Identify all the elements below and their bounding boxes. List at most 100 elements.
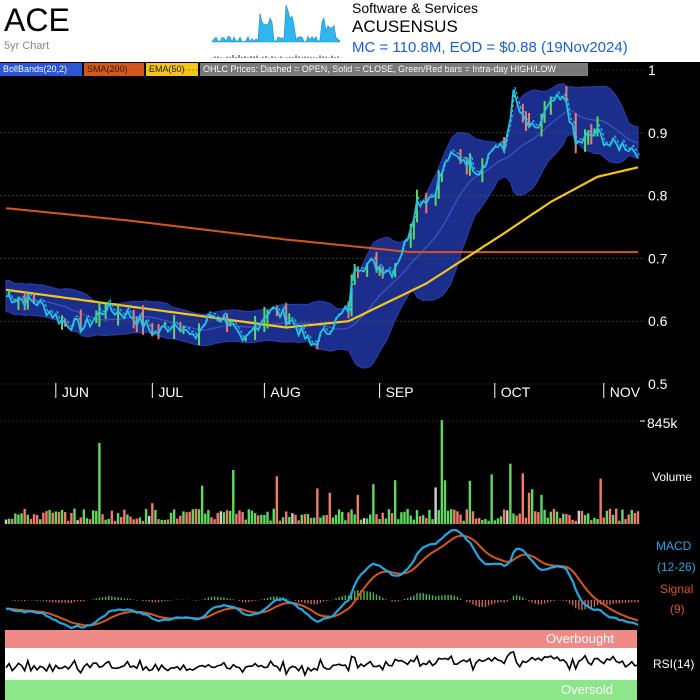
bollinger-bands [5,82,639,369]
volume-bar [334,514,338,524]
volume-bar [481,519,484,524]
volume-bar [104,519,107,524]
volume-bar [23,508,26,524]
volume-bar [415,509,419,524]
volume-bar [247,509,251,524]
volume-bar [188,511,191,524]
volume-bar [309,517,313,524]
volume-bar [580,510,584,524]
volume-bar [465,509,468,524]
volume-bar [362,518,366,524]
volume-bar [496,518,500,524]
volume-bar [42,512,45,524]
volume-bar [372,484,375,524]
volume-bar [154,509,157,524]
volume-bar [434,487,437,524]
price-tick-label: 0.5 [648,376,668,392]
month-tick-label: AUG [270,384,300,400]
oversold-zone [5,680,637,700]
volume-bar [256,515,260,524]
volume-bar [91,510,95,524]
volume-bar [425,518,428,524]
volume-bar [537,512,540,524]
sma200-line [5,207,638,254]
volume-bar [568,515,571,524]
volume-bar [197,509,201,524]
volume-bar [577,510,581,524]
volume-bar [341,512,344,524]
volume-bar [281,517,285,524]
volume-bar [306,514,310,524]
volume-bar [176,518,179,524]
volume-bar [624,519,627,524]
volume-bar [337,509,341,524]
volume-bar [515,515,518,524]
volume-bar [179,515,182,524]
volume-bar [574,520,577,524]
volume-bar [590,520,593,524]
volume-bar [331,517,335,524]
volume-bar [384,518,388,524]
volume-bar [225,510,229,524]
volume-bar [182,511,185,524]
volume-bar [63,512,67,524]
volume-bar [393,480,397,524]
volume-bar [26,514,29,524]
volume-bar [549,511,553,524]
volume-bar [409,515,412,524]
volume-bar [478,517,481,524]
volume-bar [596,518,599,524]
volume-bar [322,515,325,524]
volume-bar [534,511,537,524]
volume-bar [151,503,154,524]
volume-bar [571,519,574,524]
volume-bar [200,485,204,524]
macd-line [6,528,639,630]
volume-max-label: 845k [647,415,678,431]
volume-bar [474,518,478,524]
volume-bar [615,508,618,524]
volume-bar [325,514,328,524]
volume-bar [45,511,48,524]
volume-bar [319,517,322,524]
volume-bar [222,512,226,524]
volume-bar [284,511,288,524]
volume-bar [291,513,294,524]
volume-bar [166,519,170,524]
volume-bar [73,508,76,524]
volume-bar [316,488,319,524]
volume-bar [148,515,151,524]
volume-bar [163,520,166,524]
volume-bar [403,511,406,524]
chart-header: ACE 5yr Chart Software & Services ACUSEN… [0,0,700,62]
volume-bar [169,512,173,524]
volume-bar [48,509,51,524]
chart-period-label: 5yr Chart [4,40,50,52]
close-price-path [5,89,639,347]
volume-bar [555,511,559,524]
volume-bar [135,518,138,524]
volume-bar [51,512,54,524]
volume-bar [119,517,123,524]
volume-bar [605,510,609,524]
volume-bar [107,518,110,524]
signal-line [6,534,639,627]
volume-bar [530,489,534,524]
volume-bar [60,509,64,524]
volume-bar [443,480,447,524]
company-name: ACUSENSUS [352,17,458,36]
volume-bar [39,519,42,524]
price-gridlines [0,69,645,385]
month-tick-label: NOV [610,384,641,400]
volume-bar [509,463,512,524]
volume-bar [450,509,453,524]
volume-bar [468,480,472,524]
bollinger-band-fill [5,82,639,369]
volume-bar [194,508,198,524]
volume-bar [431,519,434,524]
volume-bar [98,442,101,524]
volume-bar [459,514,462,524]
volume-bar [487,520,490,524]
month-axis-ticks: JUN JUL AUG SEP OCT NOV [55,383,641,400]
